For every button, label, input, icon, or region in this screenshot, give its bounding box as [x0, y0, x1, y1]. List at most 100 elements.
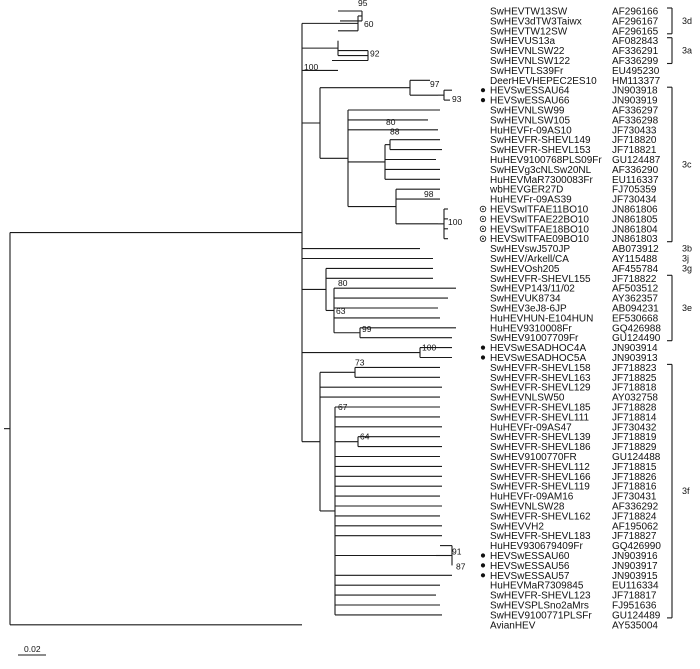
- accession-number: JN861805: [612, 214, 658, 225]
- taxon-name: SwHEV3eJ8-6JP: [490, 304, 567, 315]
- italian-sequence-ring-icon: [479, 215, 487, 223]
- bootstrap-value: 87: [456, 561, 466, 571]
- accession-number: JF718827: [612, 531, 657, 542]
- accession-number: FJ951636: [612, 601, 657, 612]
- accession-number: JF730433: [612, 125, 657, 136]
- accession-number: JF718823: [612, 363, 657, 374]
- genotype-label: 3a: [682, 46, 692, 56]
- taxon-name: SwHEVFR-SHEVL163: [490, 373, 591, 384]
- study-sequence-dot-icon: [480, 563, 486, 568]
- study-sequence-dot-icon: [480, 573, 486, 578]
- taxon-name: HuHEVFr-09AS10: [490, 125, 572, 136]
- taxon-name: HEVSwESSAU56: [490, 561, 570, 572]
- scale-bar: 0.02: [18, 644, 46, 656]
- taxon-name: SwHEV9100770FR: [490, 452, 577, 463]
- taxon-name: SwHEVFR-SHEVL149: [490, 135, 591, 146]
- accession-number: HM113377: [612, 76, 661, 87]
- italian-sequence-ring-center: [482, 218, 484, 220]
- italian-sequence-ring-icon: [479, 205, 487, 213]
- taxon-name: DeerHEVHEPEC2ES10: [490, 76, 597, 87]
- taxon-name: HEVSwESADHOC5A: [490, 353, 586, 364]
- taxon-name: SwHEVNLSW22: [490, 46, 565, 57]
- taxon-name: HuHEVFr-09AM16: [490, 492, 574, 503]
- bootstrap-value: 80: [386, 117, 396, 127]
- bootstrap-value: 93: [452, 94, 462, 104]
- taxon-name: SwHEV3dTW3Taiwx: [490, 16, 582, 27]
- bootstrap-value: 64: [360, 432, 370, 442]
- taxon-name: SwHEV/Arkell/CA: [490, 254, 569, 265]
- accession-number: JF718824: [612, 511, 657, 522]
- taxon-name: HuHEV9310008Fr: [490, 323, 572, 334]
- genotype-label: 3b: [682, 244, 692, 254]
- accession-number: JN861804: [612, 224, 658, 235]
- accession-number: JN903913: [612, 353, 658, 364]
- taxon-name: SwHEVFR-SHEVL158: [490, 363, 591, 374]
- taxon-name: HEVSwESADHOC4A: [490, 343, 586, 354]
- accession-number: JN903916: [612, 551, 658, 562]
- accession-number: GU124490: [612, 333, 661, 344]
- tree-branches: [4, 10, 456, 626]
- taxon-name: HEVSwITFAE18BO10: [490, 224, 589, 235]
- taxon-name: HuHEVFr-09AS39: [490, 195, 572, 206]
- accession-number: AF296165: [612, 26, 659, 37]
- accession-number: JN861806: [612, 205, 658, 216]
- accession-number: EU495230: [612, 66, 660, 77]
- accession-number: JF718822: [612, 274, 657, 285]
- taxon-name: HEVSwITFAE09BO10: [490, 234, 589, 245]
- bootstrap-values: 9560921009793808898100806399100736764918…: [304, 0, 466, 571]
- taxon-name: SwHEVFR-SHEVL139: [490, 432, 591, 443]
- bootstrap-value: 100: [304, 62, 318, 72]
- accession-number: JF718828: [612, 403, 657, 414]
- accession-number: JN903917: [612, 561, 658, 572]
- bootstrap-value: 100: [448, 217, 462, 227]
- italian-sequence-ring-icon: [479, 235, 487, 242]
- accession-number: FJ705359: [612, 185, 657, 196]
- bootstrap-value: 63: [336, 306, 346, 316]
- taxon-name: SwHEVSPLSno2aMrs: [490, 601, 589, 612]
- accession-number: AY362357: [612, 294, 658, 305]
- taxon-name: HuHEVMaR7300083Fr: [490, 175, 593, 186]
- bootstrap-value: 99: [362, 324, 372, 334]
- accession-number: AF336291: [612, 46, 659, 57]
- accession-number: JF718825: [612, 373, 657, 384]
- accession-number: JF730434: [612, 195, 657, 206]
- accession-number: JF718815: [612, 462, 657, 473]
- accession-number: AB094231: [612, 304, 659, 315]
- taxon-name: HEVSwESSAU64: [490, 86, 570, 97]
- accession-number: AF296166: [612, 7, 659, 18]
- bootstrap-value: 80: [338, 278, 348, 288]
- taxon-name: SwHEVFR-SHEVL155: [490, 274, 591, 285]
- taxon-name: SwHEVTW13SW: [490, 7, 568, 18]
- genotype-label: 3e: [682, 303, 692, 313]
- accession-number: GU124487: [612, 155, 661, 166]
- taxon-name: SwHEVNLSW50: [490, 393, 565, 404]
- accession-number: JF718820: [612, 135, 657, 146]
- accession-number: JF718826: [612, 472, 657, 483]
- bootstrap-value: 67: [338, 402, 348, 412]
- accession-number: AF336299: [612, 56, 659, 67]
- bootstrap-value: 92: [370, 49, 380, 59]
- study-sequence-dot-icon: [480, 345, 486, 350]
- taxon-name: HuHEV9100768PLS09Fr: [490, 155, 602, 166]
- italian-sequence-ring-center: [482, 208, 484, 210]
- genotype-label: 3j: [682, 254, 689, 264]
- taxon-name: HuHEV930679409Fr: [490, 541, 584, 552]
- taxon-name: HEVSwITFAE11BO10: [490, 205, 589, 216]
- taxon-name: SwHEVFR-SHEVL111: [490, 412, 590, 423]
- taxon-name: SwHEV9100771PLSFr: [490, 610, 592, 621]
- genotype-label: 3c: [682, 159, 692, 169]
- taxon-name: SwHEVNLSW99: [490, 106, 565, 117]
- taxon-name: SwHEVOsh205: [490, 264, 560, 275]
- accession-number: AF336298: [612, 115, 659, 126]
- bootstrap-value: 95: [358, 0, 368, 8]
- taxon-name: SwHEVFR-SHEVL112: [490, 462, 590, 473]
- accession-number: JF730432: [612, 422, 657, 433]
- taxon-name: HEVSwITFAE22BO10: [490, 214, 589, 225]
- accession-number: AF455784: [612, 264, 659, 275]
- accession-number: AF336297: [612, 106, 659, 117]
- accession-number: JN903919: [612, 96, 658, 107]
- taxon-name: SwHEVFR-SHEVL153: [490, 145, 591, 156]
- scale-bar-label: 0.02: [24, 644, 41, 654]
- study-sequence-dot-icon: [480, 553, 486, 558]
